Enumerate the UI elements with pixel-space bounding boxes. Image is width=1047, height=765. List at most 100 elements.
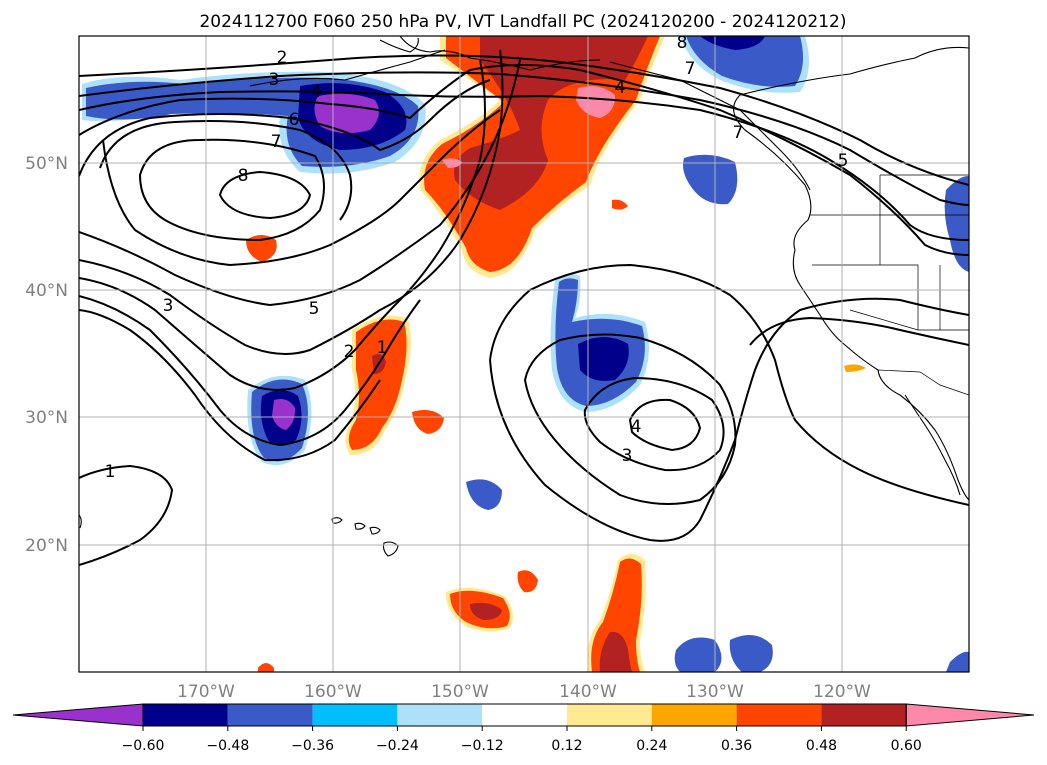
contour-line — [79, 90, 969, 241]
colorbar-tick-label: 0.48 — [806, 738, 837, 754]
contour-line — [583, 376, 725, 472]
contour-line — [79, 49, 504, 355]
contour-label: 4 — [311, 82, 322, 102]
longitude-label: 160°W — [304, 682, 362, 702]
contour-labels: 2 3 4 6 7 8 7 5 4 3 5 2 1 3 4 1 8 7 — [105, 33, 849, 482]
contour-line — [79, 64, 969, 256]
latitude-label: 20°N — [25, 536, 68, 556]
contour-line — [79, 309, 381, 462]
latitude-labels: 50°N 40°N 30°N 20°N — [25, 154, 68, 556]
colorbar-tick-label: −0.12 — [461, 738, 504, 754]
contour-label: 3 — [163, 296, 174, 316]
colorbar-extend-min — [12, 703, 144, 727]
border-us-mexico — [877, 369, 969, 396]
positive-anomaly-tropical-3-dark — [599, 631, 632, 672]
coastline-hawaii-2 — [369, 526, 381, 535]
coastline-hawaii-3 — [354, 522, 366, 530]
graticule — [79, 36, 969, 672]
colorbar-bin — [567, 704, 652, 726]
contour-line — [138, 138, 325, 242]
colorbar-bin — [227, 704, 313, 726]
colorbar-tick-label: 0.36 — [721, 738, 752, 754]
contour-label: 7 — [685, 59, 696, 79]
coastline-hawaii-1 — [382, 541, 399, 557]
contour-line — [749, 316, 969, 346]
negative-anomaly-alaska-peak — [700, 36, 765, 50]
contour-line — [628, 398, 702, 452]
contour-label: 8 — [238, 166, 249, 186]
contour-line — [79, 295, 421, 447]
contour-label: 6 — [289, 110, 300, 130]
coastline-alaska-south — [399, 36, 601, 71]
contour-label: 5 — [309, 299, 320, 319]
contour-label: 2 — [344, 342, 355, 362]
negative-anomaly-gulf-alaska — [683, 154, 738, 205]
border-states-1 — [812, 264, 969, 331]
positive-anomaly-tropical-1-dark — [470, 602, 502, 620]
contour-label: 7 — [271, 132, 282, 152]
positive-anomaly-small-1 — [612, 199, 628, 210]
contour-line — [218, 170, 312, 220]
negative-anomaly-south-1 — [674, 637, 722, 672]
pv-contours — [79, 49, 969, 566]
colorbar: −0.60 −0.48 −0.36 −0.24 −0.12 0.12 0.24 0.36 0.4… — [12, 703, 1035, 754]
figure-title: 2024112700 F060 250 hPa PV, IVT Landfall… — [199, 12, 846, 32]
contour-label: 1 — [105, 462, 116, 482]
colorbar-bin — [397, 704, 483, 726]
colorbar-tick-label: −0.60 — [122, 738, 165, 754]
contour-line — [523, 333, 737, 505]
contour-line — [79, 59, 521, 307]
latitude-label: 30°N — [25, 408, 68, 428]
positive-anomaly-tropical-2 — [517, 570, 538, 593]
colorbar-tick-label: −0.36 — [291, 738, 334, 754]
contour-line — [102, 109, 501, 267]
negative-anomaly-south-2 — [729, 635, 773, 672]
contour-label: 5 — [838, 151, 849, 171]
contour-line — [79, 54, 969, 186]
positive-anomaly-small-4 — [258, 663, 274, 672]
colorbar-tick-label: 0.12 — [551, 738, 582, 754]
contour-label: 8 — [677, 33, 688, 53]
negative-anomaly-south-3 — [946, 651, 969, 672]
contour-line — [79, 71, 969, 206]
colorbar-tick-label: −0.24 — [376, 738, 419, 754]
colorbar-tick-label: 0.60 — [891, 738, 922, 754]
positive-anomaly-main-pink — [576, 86, 616, 118]
coastline-baja — [904, 394, 961, 496]
contour-line — [79, 464, 174, 566]
contour-label: 3 — [269, 70, 280, 90]
coastline-hawaii-4 — [331, 517, 343, 524]
contour-label: 3 — [622, 446, 633, 466]
contour-line — [489, 263, 969, 506]
contour-line — [489, 297, 969, 542]
negative-anomaly-east-edge — [944, 175, 969, 272]
coastline-north-america — [733, 46, 969, 501]
colorbar-bin — [482, 704, 567, 726]
negative-anomaly-north-pacific-peak — [314, 93, 379, 134]
contour-label: 4 — [615, 78, 626, 98]
colorbar-tick-label: 0.24 — [636, 738, 667, 754]
contour-label: 1 — [377, 338, 388, 358]
contour-line — [99, 120, 353, 221]
longitude-label: 150°W — [431, 682, 489, 702]
longitude-label: 120°W — [813, 682, 871, 702]
longitude-label: 130°W — [686, 682, 744, 702]
colorbar-bin — [143, 704, 228, 726]
colorbar-frame — [142, 703, 907, 727]
colorbar-bin — [312, 704, 398, 726]
colorbar-extend-max — [905, 703, 1035, 727]
negative-anomaly-central-pacific-deep — [578, 337, 629, 381]
map-frame — [78, 35, 970, 673]
contour-line — [79, 79, 491, 177]
map-panel: 2 3 4 6 7 8 7 5 4 3 5 2 1 3 4 1 8 7 — [78, 33, 970, 673]
coastline-kodiak — [379, 37, 419, 53]
negative-anomaly-subtropical-peak — [272, 399, 296, 430]
positive-anomaly-baja — [844, 364, 866, 372]
latitude-label: 40°N — [25, 281, 68, 301]
colorbar-bin — [651, 704, 737, 726]
contour-label: 2 — [277, 48, 288, 68]
border-states-3 — [849, 309, 919, 331]
latitude-label: 50°N — [25, 154, 68, 174]
contour-label: 7 — [733, 123, 744, 143]
